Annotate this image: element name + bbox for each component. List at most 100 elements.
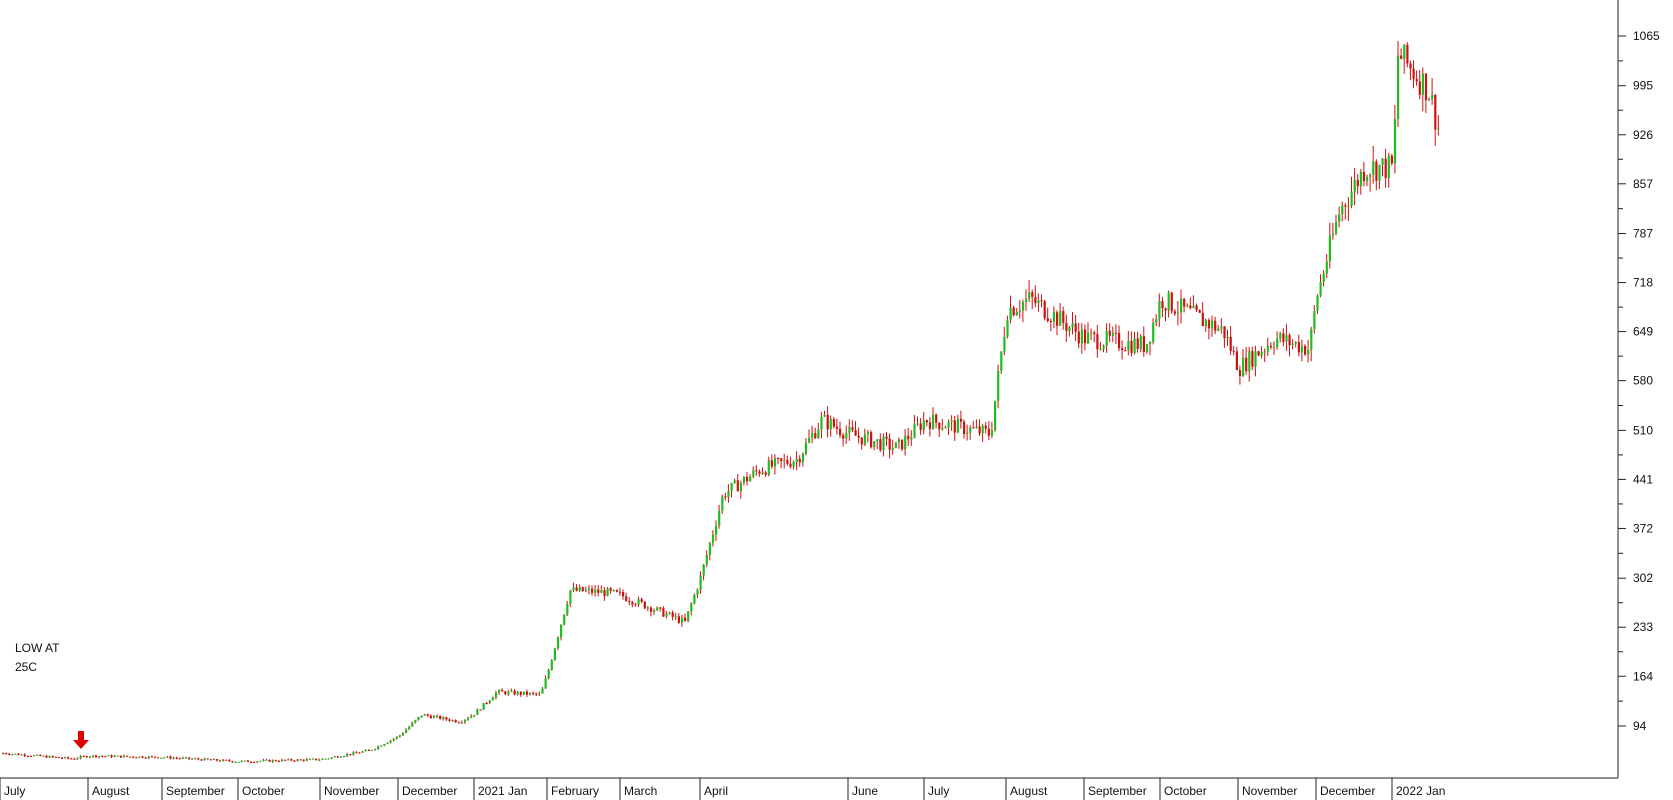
candle-body-up: [702, 564, 705, 576]
candle-body-down: [135, 757, 138, 759]
candle: [420, 715, 423, 718]
candle: [606, 586, 609, 597]
candle-body-down: [169, 756, 172, 759]
candle-body-up: [392, 738, 395, 741]
candle-body-down: [126, 755, 129, 757]
x-tick-label: December: [402, 784, 457, 798]
candle: [1136, 331, 1139, 353]
candle: [60, 756, 64, 759]
candle: [944, 425, 947, 429]
candle-body-up: [442, 717, 445, 719]
candle-body-down: [302, 759, 305, 761]
candle-body-down: [1083, 329, 1087, 344]
candle-body-down: [485, 702, 488, 704]
candle-body-up: [550, 660, 553, 670]
candle-body-up: [1037, 300, 1040, 304]
candle-body-down: [513, 690, 516, 695]
candle-body-up: [113, 755, 116, 758]
candle-body-down: [57, 757, 60, 759]
candle-body-down: [219, 760, 222, 762]
candle: [860, 437, 863, 450]
candle-body-down: [643, 601, 646, 609]
candle-body-down: [200, 759, 203, 761]
candle-body-up: [1080, 329, 1083, 344]
candle-body-down: [659, 607, 662, 609]
candle-body-up: [436, 715, 439, 717]
candle: [11, 753, 14, 756]
candle: [863, 428, 866, 447]
candle: [178, 757, 181, 760]
candle-body-down: [860, 437, 863, 445]
candle-body-down: [299, 759, 302, 761]
candle-body-down: [597, 589, 600, 593]
candle-body-down: [141, 756, 144, 758]
candle-body-down: [253, 762, 256, 764]
candle: [1118, 325, 1121, 352]
candle-body-up: [327, 758, 330, 760]
candle: [1192, 295, 1195, 309]
candle-body-down: [1121, 348, 1124, 351]
candle: [222, 758, 225, 762]
candle: [938, 422, 941, 437]
candle-body-down: [457, 722, 460, 724]
candle-body-up: [147, 756, 150, 759]
candle: [1421, 67, 1424, 112]
candle: [941, 418, 944, 431]
candle: [445, 716, 448, 721]
candle-body-down: [684, 617, 687, 621]
candle-body-up: [1226, 336, 1229, 339]
candle-body-down: [73, 758, 76, 760]
candle: [1347, 197, 1350, 222]
candle-body-up: [829, 419, 832, 430]
candle: [268, 759, 271, 762]
candle: [1310, 326, 1313, 362]
candle: [1105, 323, 1108, 353]
x-tick-label: August: [92, 784, 130, 798]
candle-body-down: [1049, 320, 1052, 322]
candle-body-down: [832, 419, 835, 427]
candle-body-up: [380, 745, 383, 747]
x-tick-label: February: [551, 784, 599, 798]
candle: [532, 691, 535, 696]
candle: [1316, 294, 1319, 315]
candle-body-up: [894, 442, 897, 448]
candle-body-up: [296, 759, 299, 761]
candle-body-up: [33, 755, 36, 757]
candle: [42, 755, 45, 757]
candle-body-up: [975, 426, 978, 428]
candle-body-up: [1353, 179, 1356, 192]
candle: [1173, 309, 1176, 316]
candle-body-down: [51, 756, 54, 758]
candle: [1062, 306, 1065, 330]
candle: [1149, 341, 1152, 356]
candle: [987, 421, 990, 441]
candle-body-up: [637, 599, 640, 605]
candle: [169, 755, 172, 760]
candle: [1040, 294, 1043, 308]
candle-body-down: [972, 427, 975, 429]
candle-body-up: [1428, 99, 1431, 101]
candle-body-up: [1319, 281, 1322, 296]
y-tick-label: 233: [1633, 620, 1653, 634]
candle: [1012, 305, 1015, 317]
candle-body-down: [1356, 179, 1359, 187]
candle: [804, 438, 808, 456]
candle: [17, 752, 20, 756]
candle: [64, 756, 67, 759]
candle: [1288, 333, 1291, 357]
x-tick-label: November: [1242, 784, 1297, 798]
candle-body-down: [426, 714, 429, 716]
candle: [839, 421, 842, 439]
candle-body-up: [863, 434, 866, 445]
candle: [203, 757, 206, 761]
candle-body-down: [284, 759, 287, 761]
candle-body-up: [488, 700, 491, 704]
candle: [1372, 146, 1375, 184]
candle: [1183, 298, 1186, 313]
candle: [603, 587, 606, 601]
candle-body-up: [76, 758, 79, 760]
candle-body-down: [67, 757, 70, 759]
candle-body-down: [1074, 323, 1077, 332]
candle: [274, 759, 277, 762]
y-tick-label: 926: [1633, 128, 1653, 142]
